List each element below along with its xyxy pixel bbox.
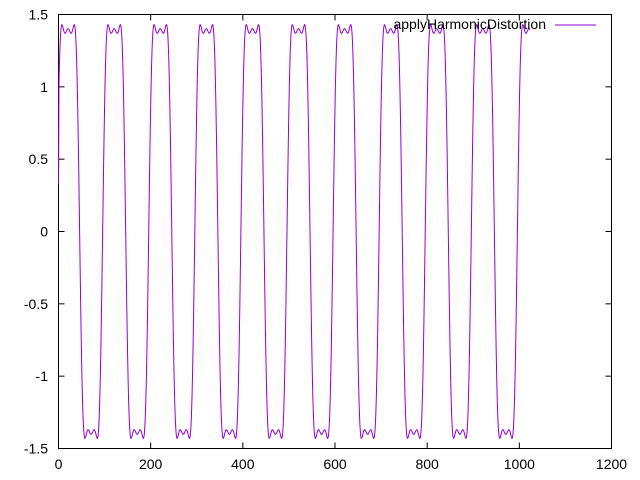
- y-tick-label: -0.5: [24, 296, 48, 312]
- x-tick-label: 400: [231, 456, 255, 472]
- plot-frame: [58, 14, 612, 449]
- x-tick-label: 1000: [504, 456, 535, 472]
- series-line-applyharmonicdistortion: [58, 23, 531, 440]
- x-axis: 0 200 400 600 800 1000 1200: [55, 14, 627, 472]
- y-axis: -1.5 -1 -0.5 0 0.5 1 1.5: [24, 7, 612, 457]
- legend: applyHarmonicDistortion: [393, 16, 596, 32]
- y-tick-label: 1.5: [29, 7, 49, 23]
- y-tick-label: 0: [40, 224, 48, 240]
- x-tick-label: 0: [55, 456, 63, 472]
- y-tick-label: 0.5: [29, 151, 49, 167]
- x-tick-label: 1200: [596, 456, 627, 472]
- x-tick-label: 600: [323, 456, 347, 472]
- x-tick-label: 200: [139, 456, 163, 472]
- legend-label: applyHarmonicDistortion: [393, 16, 546, 32]
- y-tick-label: -1.5: [24, 441, 48, 457]
- y-tick-label: 1: [40, 79, 48, 95]
- y-tick-label: -1: [36, 368, 49, 384]
- x-tick-label: 800: [415, 456, 439, 472]
